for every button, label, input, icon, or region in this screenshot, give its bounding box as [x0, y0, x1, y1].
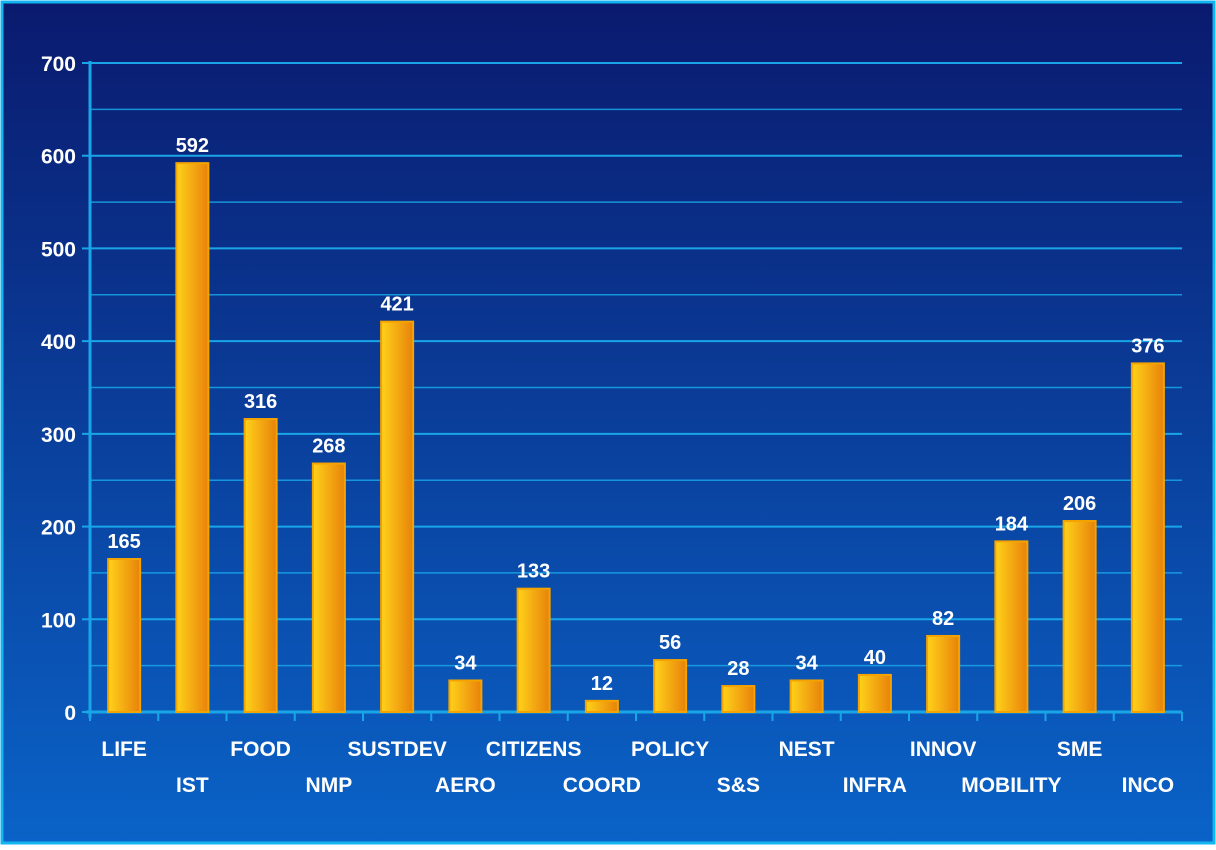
y-tick-label: 400 — [41, 331, 76, 354]
y-tick-label: 600 — [41, 146, 76, 169]
bar-infra — [857, 673, 892, 714]
data-label: 28 — [727, 658, 749, 680]
data-label: 206 — [1063, 493, 1096, 515]
bar-inco — [1130, 362, 1165, 713]
x-tick-label: FOOD — [230, 738, 291, 761]
bar-sme — [1062, 520, 1097, 713]
data-label: 165 — [107, 531, 140, 553]
x-tick-label: COORD — [563, 774, 641, 797]
x-tick-label: INCO — [1122, 774, 1175, 797]
bar-innov — [926, 634, 961, 714]
data-label: 376 — [1131, 335, 1164, 357]
x-tick-label: AERO — [435, 774, 496, 797]
bar-mobility — [994, 540, 1029, 713]
x-tick-label: SUSTDEV — [348, 738, 447, 761]
bar-ist — [175, 162, 210, 714]
data-label: 133 — [517, 561, 550, 583]
x-tick-label: POLICY — [631, 738, 709, 761]
bar-life — [107, 558, 142, 713]
data-label: 316 — [244, 391, 277, 413]
x-tick-label: NEST — [779, 738, 835, 761]
bar-coord — [584, 699, 619, 713]
x-tick-label: INFRA — [843, 774, 907, 797]
data-label: 56 — [659, 632, 681, 654]
labels: 0 100 200 300 400 500 600 700 165 LIFE 592 IST 316 FO… — [41, 53, 1174, 797]
bar-sustdev — [380, 320, 415, 713]
data-label: 40 — [864, 647, 886, 669]
y-tick-label: 100 — [41, 609, 76, 632]
data-label: 184 — [995, 513, 1029, 535]
data-label: 268 — [312, 436, 345, 458]
bar-citizens — [516, 587, 551, 713]
x-tick-label: CITIZENS — [486, 738, 582, 761]
y-tick-label: 500 — [41, 238, 76, 261]
x-tick-label: S&S — [717, 774, 760, 797]
x-tick-label: IST — [176, 774, 209, 797]
bars — [107, 162, 1165, 714]
y-tick-label: 700 — [41, 53, 76, 76]
data-label: 82 — [932, 608, 954, 630]
x-tick-label: MOBILITY — [961, 774, 1061, 797]
y-tick-label: 200 — [41, 517, 76, 540]
x-tick-label: SME — [1057, 738, 1103, 761]
x-tick-label: NMP — [306, 774, 353, 797]
y-tick-label: 0 — [64, 702, 76, 725]
y-tick-label: 300 — [41, 424, 76, 447]
data-label: 12 — [591, 673, 613, 695]
x-tick-label: LIFE — [101, 738, 147, 761]
bar-food — [243, 418, 278, 713]
bar-policy — [653, 659, 688, 714]
data-label: 592 — [176, 135, 209, 157]
bar-s-s — [721, 685, 756, 713]
x-tick-label: INNOV — [910, 738, 977, 761]
bar-nmp — [311, 462, 346, 714]
bar-aero — [448, 679, 483, 714]
bar-nest — [789, 679, 824, 714]
data-label: 34 — [454, 652, 477, 674]
data-label: 421 — [380, 294, 413, 316]
data-label: 34 — [796, 652, 819, 674]
